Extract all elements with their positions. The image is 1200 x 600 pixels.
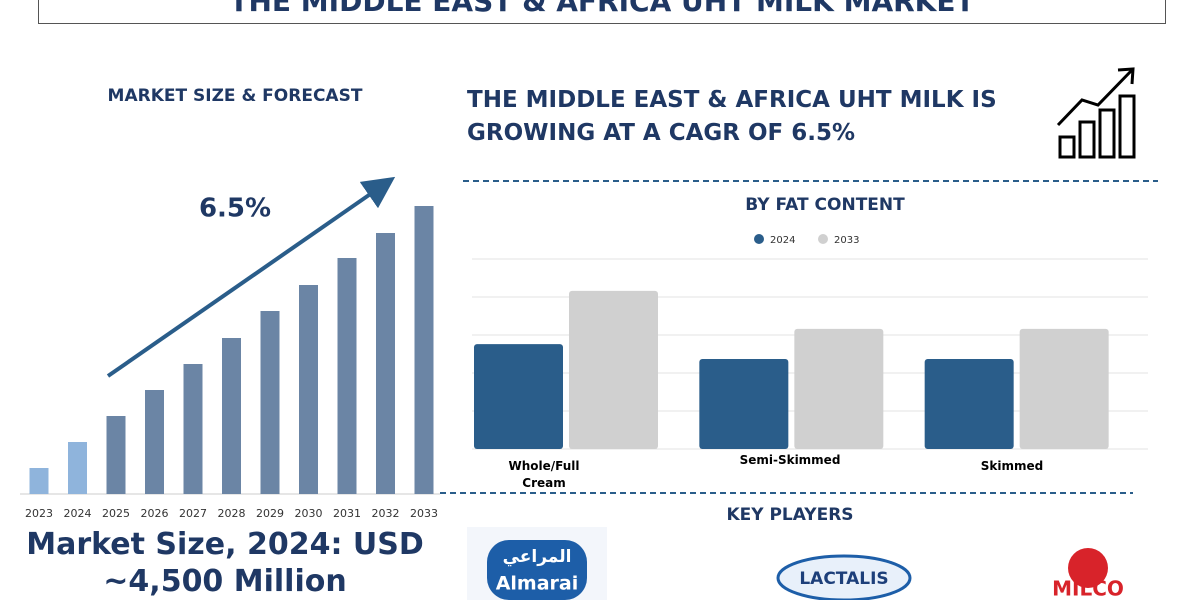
bar — [376, 233, 395, 494]
bar — [106, 416, 126, 494]
bar — [1019, 328, 1109, 449]
growth-icon — [1056, 67, 1136, 159]
x-tick-label: 2027 — [179, 507, 207, 520]
x-tick-label: 2030 — [295, 507, 323, 520]
legend-marker — [754, 234, 764, 244]
x-tick-label: 2025 — [102, 507, 130, 520]
bar — [68, 442, 87, 494]
bar — [222, 338, 241, 494]
legend-label: 2024 — [770, 235, 795, 246]
milco-logo: MILCO — [1052, 548, 1124, 600]
bar — [414, 206, 434, 494]
legend-marker — [818, 234, 828, 244]
x-tick-label: Skimmed — [980, 459, 1044, 473]
bar — [29, 468, 49, 494]
cagr-annotation: 6.5% — [199, 194, 271, 224]
bar — [145, 390, 164, 494]
chart-title: MARKET SIZE & FORECAST — [107, 86, 363, 106]
chart-title: BY FAT CONTENT — [745, 195, 905, 215]
key-players-title: KEY PLAYERS — [726, 505, 854, 525]
x-tick-label: 2031 — [333, 507, 361, 520]
headline: THE MIDDLE EAST & AFRICA UHT MILK IS GRO… — [467, 87, 997, 146]
forecast-chart: 6.5% 2023 2024 2025 2026 2027 2028 2029 2030 203… — [20, 176, 440, 520]
x-tick-label: 2024 — [64, 507, 92, 520]
bar — [260, 311, 280, 494]
growth-arrow — [106, 176, 396, 378]
market-size: Market Size, 2024: USD ~4,500 Million — [26, 527, 424, 599]
x-tick-label: 2032 — [372, 507, 400, 520]
x-tick-label: 2026 — [141, 507, 169, 520]
x-tick-label: 2028 — [218, 507, 246, 520]
x-tick-label: Semi-Skimmed — [739, 453, 841, 467]
bar — [183, 364, 203, 494]
bar — [699, 358, 789, 449]
logo-text: Almarai — [496, 573, 579, 595]
header-title: THE MIDDLE EAST & AFRICA UHT MILK MARKET — [38, 0, 1166, 24]
bar — [474, 344, 563, 449]
bar — [299, 285, 318, 494]
logo-text: المراعي — [503, 547, 572, 567]
x-tick-label: Whole/Full Cream — [508, 459, 580, 490]
x-tick-label: 2029 — [256, 507, 284, 520]
x-tick-label: 2023 — [25, 507, 53, 520]
bar — [569, 290, 658, 449]
bar — [924, 358, 1014, 449]
almarai-logo: المراعي Almarai — [467, 527, 607, 600]
legend-label: 2033 — [834, 235, 859, 246]
bar — [337, 258, 357, 494]
bar — [794, 328, 884, 449]
x-tick-label: 2033 — [410, 507, 438, 520]
logo-text: LACTALIS — [799, 569, 888, 589]
logo-text: MILCO — [1052, 577, 1124, 600]
lactalis-logo: LACTALIS — [776, 554, 912, 600]
